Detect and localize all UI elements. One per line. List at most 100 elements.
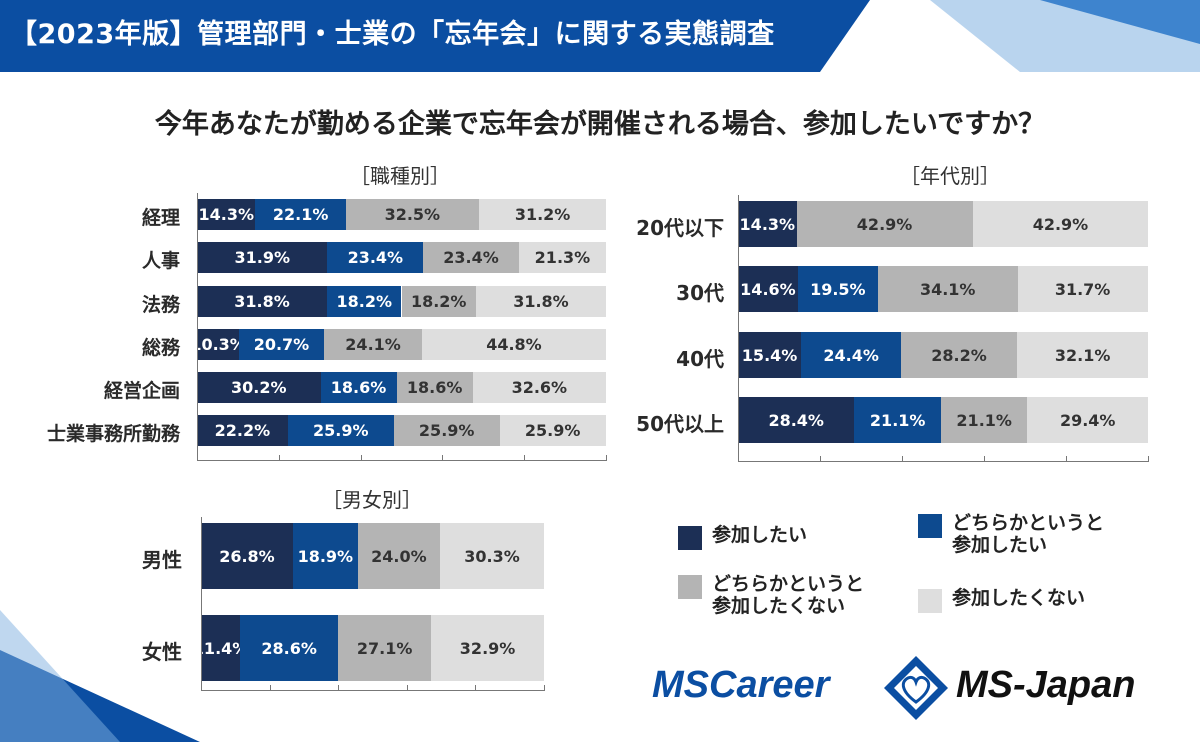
bar-segment: 21.1% [854,397,941,443]
bar-segment: 20.7% [239,329,324,360]
x-axis-tick [1066,456,1067,462]
category-label: 50代以上 [636,411,724,436]
data-label: 31.7% [1054,279,1111,299]
y-axis-line [197,193,198,460]
category-label: 士業事務所勤務 [46,422,180,445]
bar-segment: 11.4% [193,615,248,681]
bar-segment: 14.6% [738,266,798,312]
x-axis-line [738,461,1148,462]
bar-segment: 25.9% [393,415,500,446]
y-axis-line [738,195,739,461]
data-label: 32.5% [384,205,441,224]
data-label: 31.8% [234,292,290,311]
bar-segment: 27.1% [338,615,432,681]
legend-label: どちらかというと 参加したくない [712,573,865,617]
bar-segment: 26.8% [201,523,293,589]
data-label: 24.1% [345,335,401,354]
bar-segment: 32.5% [345,199,479,230]
legend-item-want: 参加したい [678,524,807,550]
y-axis-line [201,517,202,690]
category-label: 法務 [141,293,180,316]
legend-label: 参加したくない [952,587,1086,609]
bar-segment: 18.6% [320,372,397,403]
bar-segment: 44.8% [422,329,606,360]
corner-decoration [0,610,200,742]
bar-segment: 31.8% [475,286,606,317]
bar-segment: 25.9% [287,415,394,446]
x-axis-tick [984,456,985,462]
data-label: 31.8% [513,292,569,311]
category-label: 人事 [141,249,180,272]
logo-area: MSCareer MS-Japan [650,650,1160,730]
legend-swatch [678,526,702,550]
legend-swatch [678,575,702,599]
data-label: 44.8% [486,335,542,354]
data-label: 18.2% [410,292,467,311]
x-axis-tick [606,455,607,461]
page-title: 【2023年版】管理部門・士業の「忘年会」に関する実態調査 [10,19,775,50]
bar-segment: 21.1% [940,397,1028,443]
data-label: 31.2% [514,205,571,224]
x-axis-tick [902,456,903,462]
legend-swatch [918,514,942,538]
bar-segment: 24.1% [323,329,423,360]
chart-title: ［職種別］ [350,164,450,188]
bar-segment: 22.1% [255,199,346,230]
bar-segment: 32.6% [472,372,606,403]
bar-segment: 28.6% [240,615,339,681]
x-axis-tick [442,455,444,461]
ms-japan-emblem-icon [884,656,948,720]
data-label: 25.9% [418,421,475,440]
legend-item-somewhat-want: どちらかというと 参加したい [918,512,1104,556]
data-label: 14.3% [739,214,796,234]
x-axis-tick [820,456,821,462]
bar-segment: 29.4% [1027,397,1148,443]
data-label: 29.4% [1059,410,1116,430]
bar-segment: 30.2% [197,372,321,403]
category-label: 40代 [676,346,724,371]
x-axis-tick [338,685,340,691]
x-axis-tick [544,685,545,691]
data-label: 27.1% [356,638,413,658]
bar-segment: 21.3% [518,242,606,273]
bar-segment: 18.6% [396,372,473,403]
data-label: 30.2% [231,378,287,397]
bar-segment: 31.2% [478,199,607,230]
bar-segment: 31.8% [197,286,328,317]
x-axis-tick [738,456,739,462]
bar-segment: 42.9% [796,201,973,247]
bar-segment: 18.2% [327,286,402,317]
data-label: 20.7% [253,335,310,354]
x-axis-line [197,460,606,461]
x-axis-tick [475,685,477,691]
bar-segment: 18.2% [401,286,476,317]
data-label: 18.6% [406,378,463,397]
bar-segment: 31.9% [197,242,328,273]
x-axis-tick [269,685,271,691]
x-axis-tick [360,455,362,461]
data-label: 30.3% [464,546,520,566]
bar-segment: 28.2% [901,332,1017,378]
data-label: 23.4% [347,248,404,267]
bar-segment: 30.3% [440,523,544,589]
category-label: 20代以下 [636,215,724,240]
data-label: 22.1% [272,205,329,224]
legend-swatch [918,589,942,613]
header-banner [0,0,1200,72]
category-label: 男性 [142,547,182,572]
bar-segment: 24.4% [801,332,902,378]
x-axis-line [201,690,544,691]
data-label: 21.1% [956,410,1012,430]
category-label: 経理 [141,206,180,229]
data-label: 23.4% [443,248,499,267]
bar-segment: 18.9% [292,523,358,589]
mscareer-logo: MSCareer [652,664,830,706]
data-label: 25.9% [524,421,581,440]
chart-title: ［男女別］ [322,488,422,512]
data-label: 24.0% [371,546,427,566]
x-axis-tick [278,455,280,461]
data-label: 14.3% [198,205,254,224]
category-label: 総務 [141,336,180,359]
data-label: 14.6% [740,279,796,299]
bar-segment: 14.3% [738,201,797,247]
